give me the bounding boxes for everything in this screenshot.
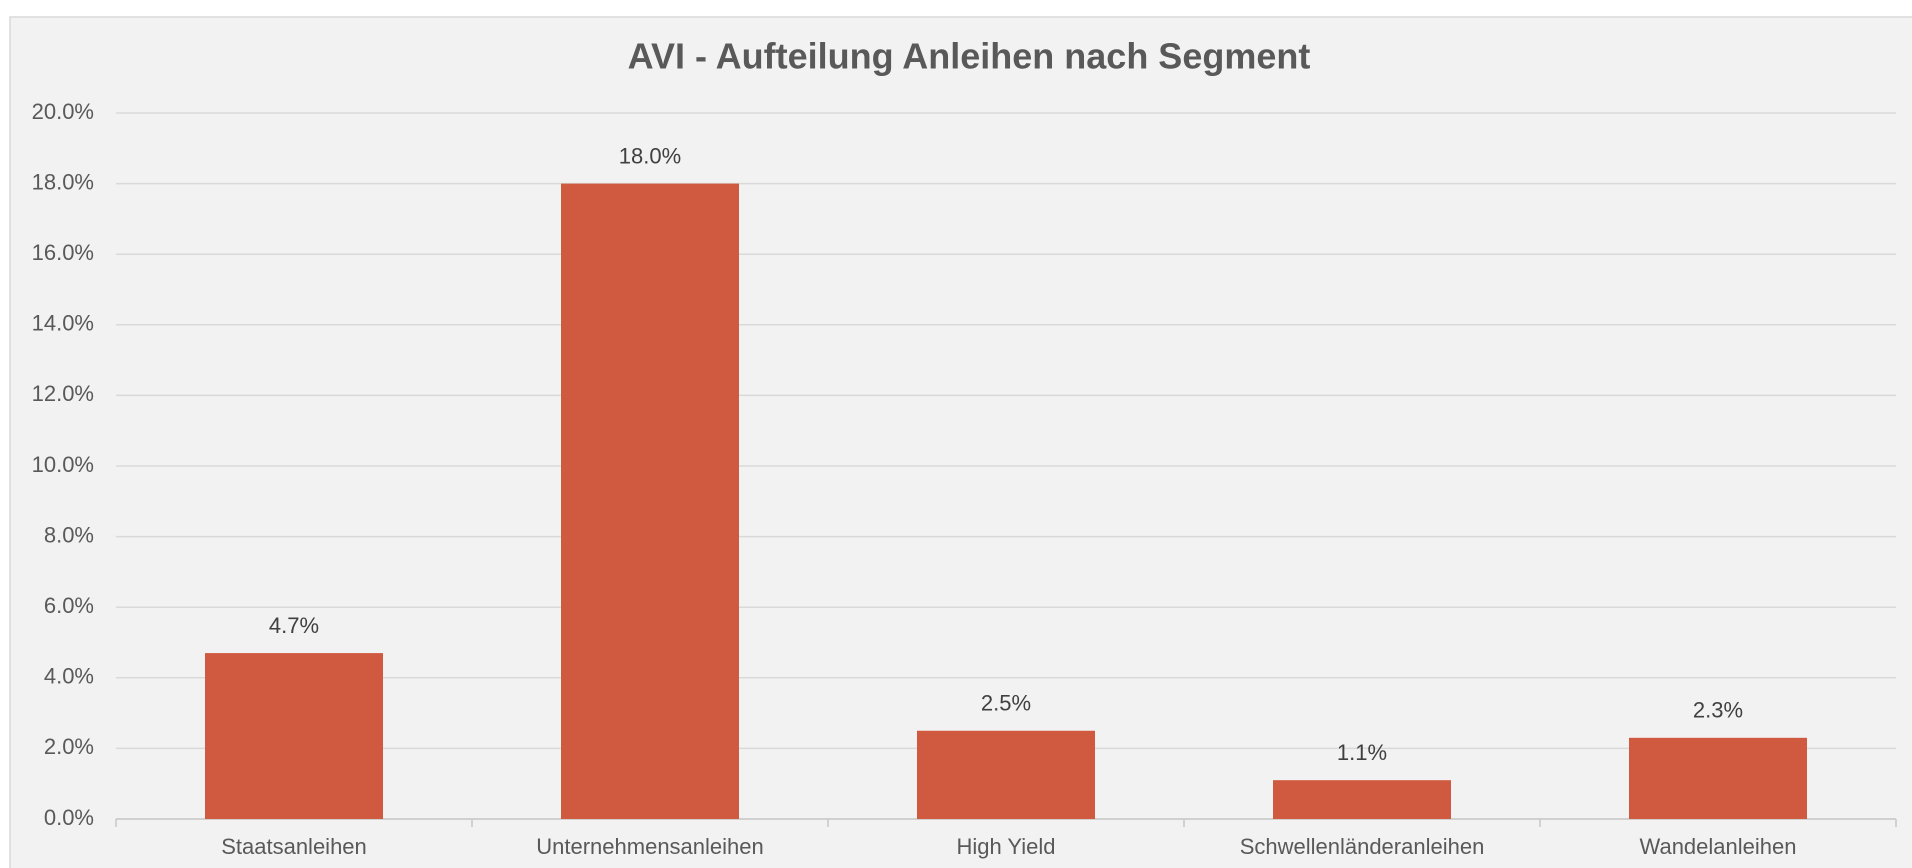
y-tick-label: 14.0% — [32, 311, 94, 336]
y-tick-label: 20.0% — [32, 99, 94, 124]
bar — [561, 183, 739, 820]
bar — [1629, 737, 1807, 819]
y-tick-label: 18.0% — [32, 169, 94, 194]
data-label: 18.0% — [619, 143, 681, 168]
data-label: 2.5% — [981, 691, 1031, 716]
data-label: 1.1% — [1337, 740, 1387, 765]
y-tick-label: 4.0% — [44, 664, 94, 689]
x-tick-label: High Yield — [956, 834, 1055, 859]
y-tick-label: 6.0% — [44, 593, 94, 618]
x-tick-label: Unternehmensanleihen — [536, 834, 764, 859]
data-label: 2.3% — [1693, 698, 1743, 723]
y-tick-label: 12.0% — [32, 381, 94, 406]
bar — [917, 730, 1095, 819]
y-tick-label: 0.0% — [44, 805, 94, 830]
y-tick-label: 16.0% — [32, 240, 94, 265]
y-tick-label: 10.0% — [32, 452, 94, 477]
bar — [1273, 780, 1451, 819]
y-tick-label: 8.0% — [44, 522, 94, 547]
chart-title: AVI - Aufteilung Anleihen nach Segment — [628, 36, 1311, 77]
bar — [205, 653, 383, 819]
y-tick-label: 2.0% — [44, 734, 94, 759]
data-label: 4.7% — [269, 613, 319, 638]
x-tick-label: Wandelanleihen — [1640, 834, 1797, 859]
x-tick-label: Schwellenländeranleihen — [1240, 834, 1485, 859]
x-tick-label: Staatsanleihen — [221, 834, 367, 859]
